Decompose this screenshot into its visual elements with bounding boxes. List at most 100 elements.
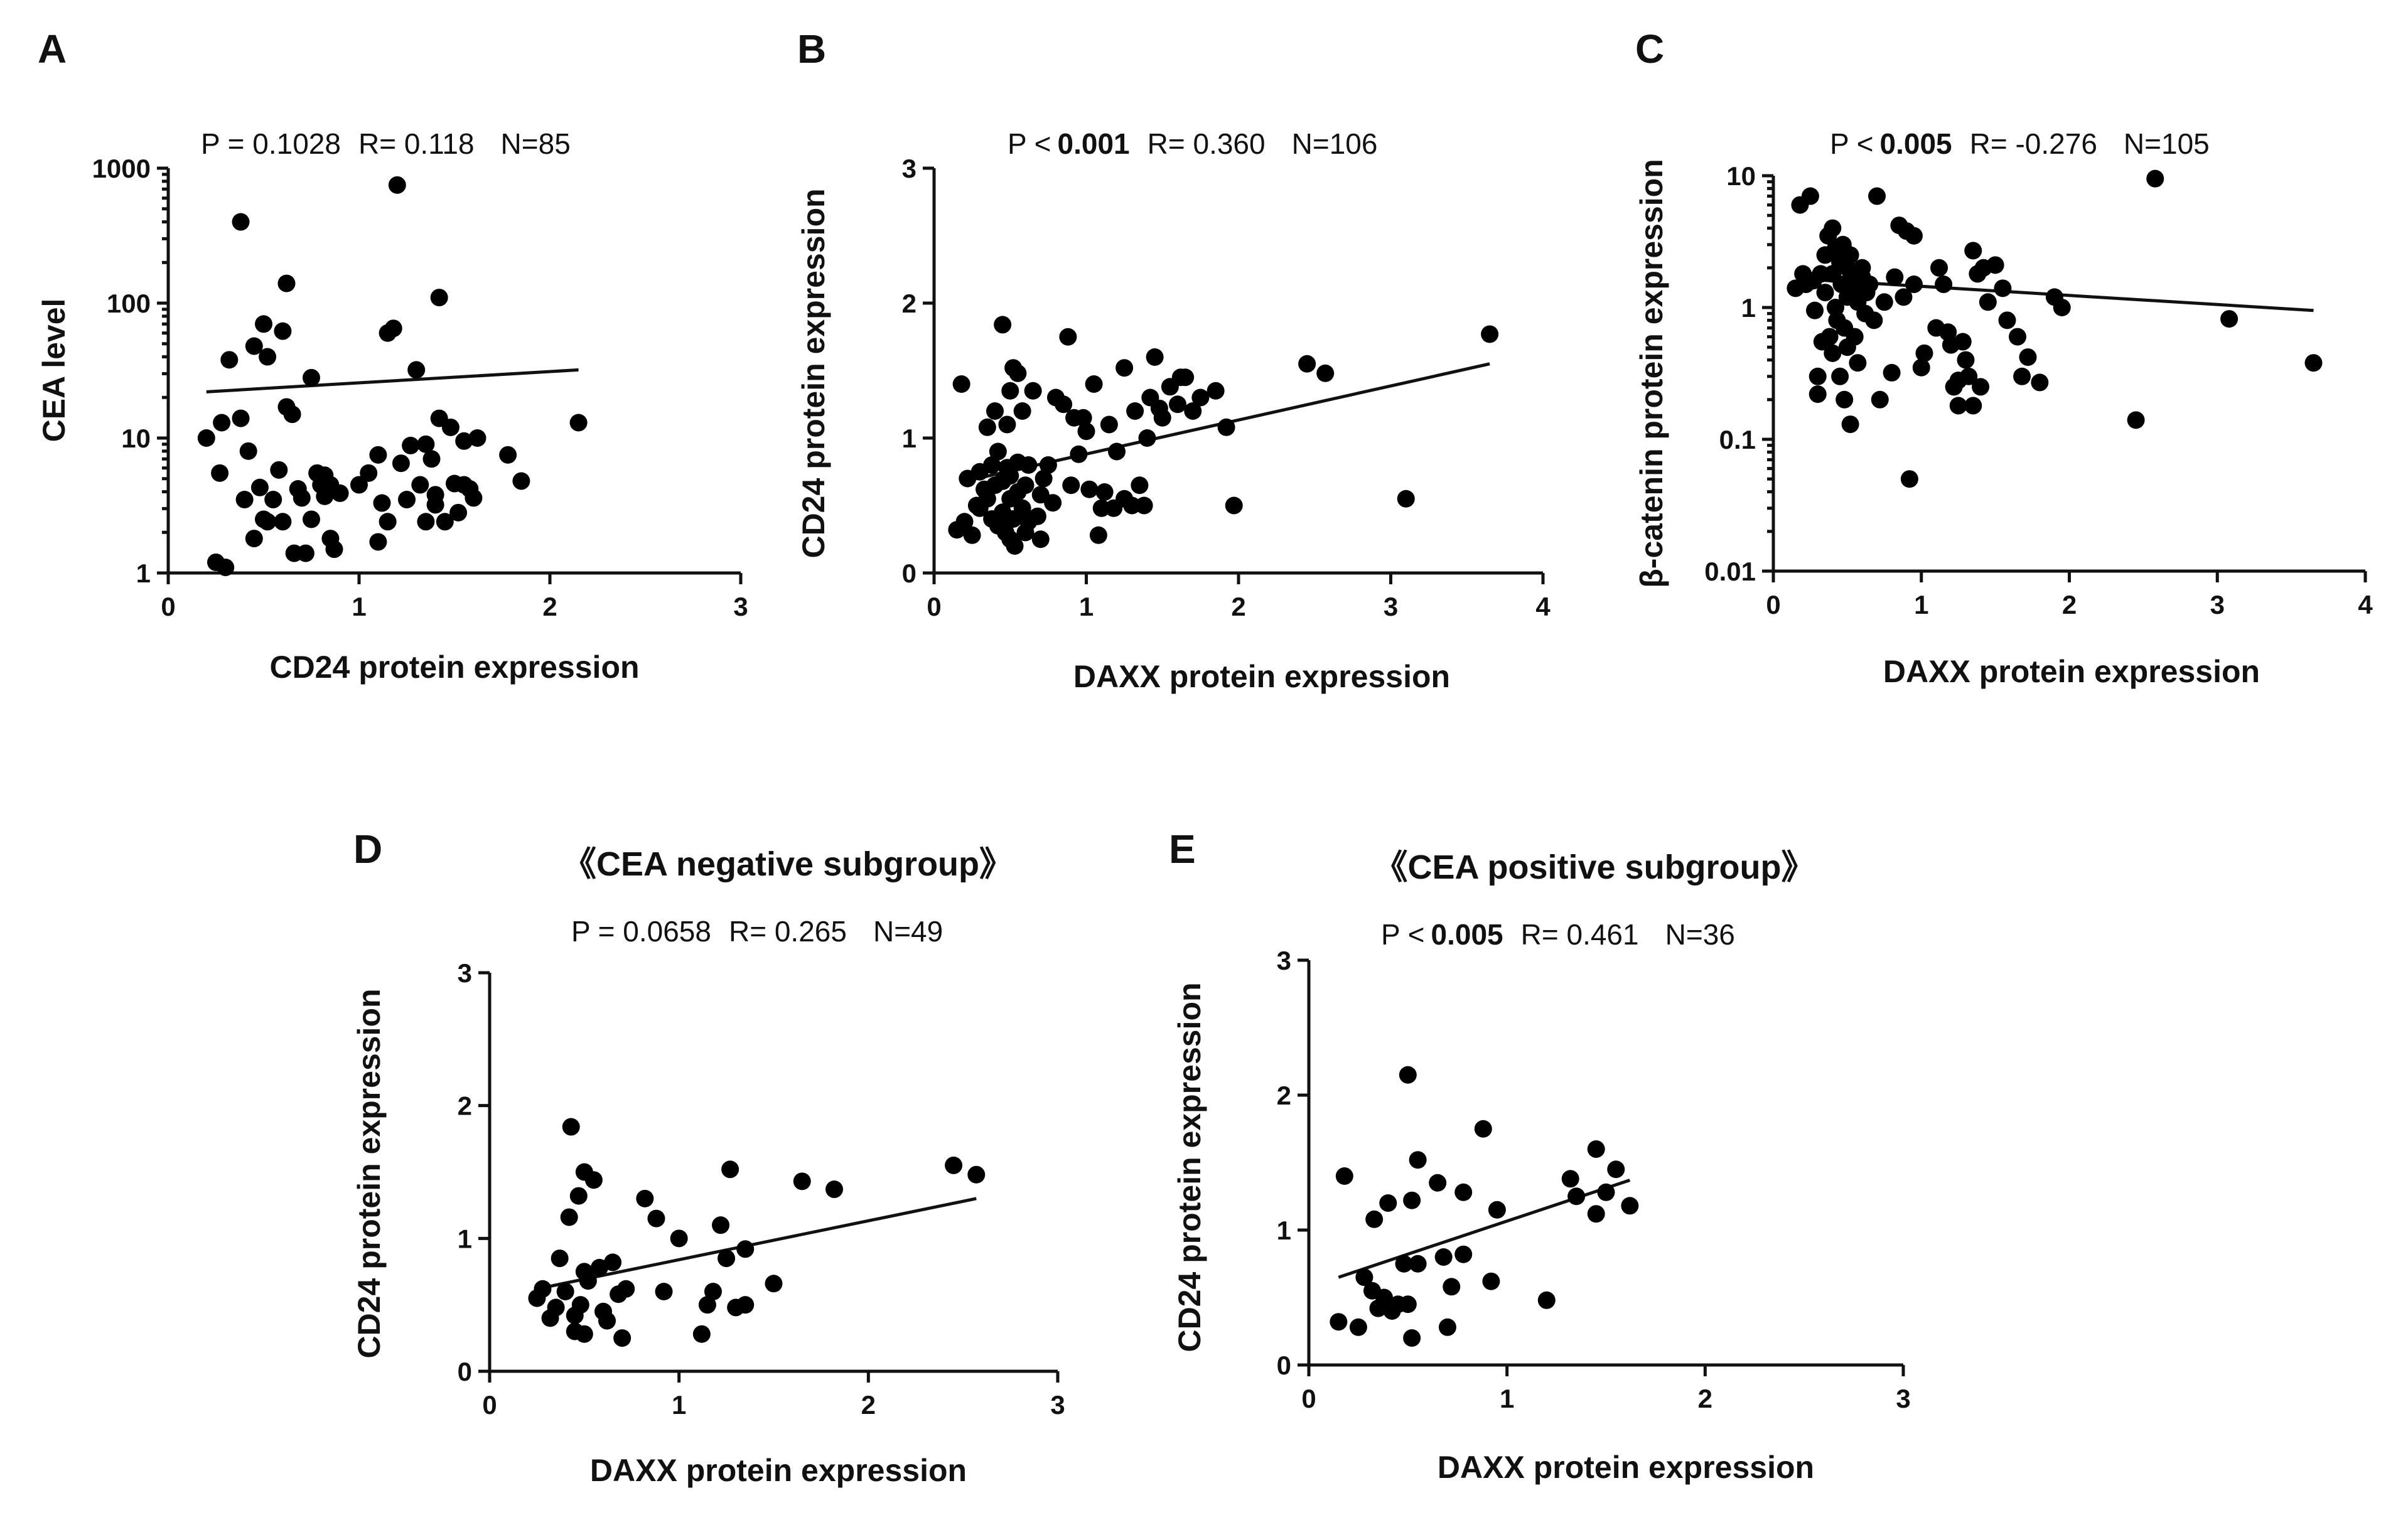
panel-b-data-point (955, 513, 974, 531)
panel-b-data-point (1207, 382, 1225, 400)
panel-a-data-point (392, 454, 410, 473)
panel-b-data-point (989, 442, 1007, 461)
panel-a-data-point (303, 510, 320, 528)
panel-b-data-point (1055, 395, 1073, 414)
panel-a-n-text: N=85 (501, 127, 571, 160)
panel-a-data-point (255, 315, 272, 333)
panel-d-x-tick-label: 2 (861, 1390, 876, 1420)
panel-d-data-point (590, 1258, 608, 1276)
panel-b-data-point (1092, 499, 1110, 517)
panel-e-data-point (1567, 1187, 1586, 1206)
panel-b-y-tick-label: 1 (902, 424, 916, 453)
panel-c-x-tick-label: 4 (2358, 590, 2373, 619)
panel-e-data-point (1607, 1160, 1625, 1179)
panel-a-data-point (422, 450, 441, 468)
panel-b-data-point (994, 316, 1012, 334)
panel-b-x-tick-label: 0 (927, 592, 941, 621)
panel-e-data-point (1375, 1288, 1393, 1307)
panel-b-data-point (1013, 402, 1031, 420)
panel-a-data-point (211, 464, 229, 482)
panel-d-data-point (560, 1208, 578, 1226)
panel-a-data-point (217, 559, 235, 577)
panel-a-data-point (426, 486, 444, 504)
panel-b-data-point (1089, 526, 1107, 544)
panel-a-data-point (293, 489, 311, 507)
panel-d-x-tick-label: 0 (482, 1390, 497, 1420)
panel-c-data-point (1841, 246, 1859, 264)
panel-d-data-point (569, 1187, 588, 1205)
panel-b-plot-area: 0 1 2 3 4 0 1 2 3 (902, 154, 1551, 621)
panel-b-y-tick-label: 0 (902, 559, 916, 588)
panel-b-data-point (978, 490, 996, 508)
panel-d-data-point (547, 1298, 565, 1317)
panel-e-data-point (1454, 1245, 1473, 1263)
panel-c-p-bold: 0.005 (1880, 127, 1952, 160)
panel-d-data-point (617, 1280, 635, 1298)
panel-c-data-point (1827, 299, 1845, 316)
panel-d-n-text: N=49 (873, 915, 943, 948)
panel-d-data-point (579, 1272, 597, 1290)
panel-a-data-point (569, 414, 588, 432)
panel-d: D 《CEA negative subgroup》 P = 0.0658 R= 0… (352, 827, 1065, 1488)
panel-a-data-point (417, 435, 435, 453)
panel-b-data-point (1135, 496, 1153, 515)
panel-b-data-point (1009, 364, 1027, 382)
panel-a-data-point (235, 491, 254, 509)
panel-b-data-point (1062, 476, 1080, 495)
panel-b-data-point (1298, 355, 1316, 373)
panel-e-subtitle: 《CEA positive subgroup》 (1373, 848, 1815, 886)
panel-a-y-tick-label: 1 (136, 559, 151, 588)
panel-d-data-point (655, 1283, 673, 1300)
panel-a-data-point (411, 476, 429, 494)
panel-b-data-point (1031, 530, 1050, 549)
panel-e-regression-line (1338, 1179, 1631, 1279)
panel-e-data-point (1434, 1248, 1453, 1266)
panel-a-x-tick-label: 0 (161, 592, 175, 621)
panel-e-y-axis-label: CD24 protein expression (1172, 982, 1207, 1352)
panel-b-data-point (1481, 325, 1499, 343)
panel-e-plot-area: 0 1 2 3 0 1 2 3 (1277, 946, 1911, 1413)
panel-e-data-point (1349, 1318, 1367, 1336)
panel-a-data-point (436, 513, 454, 531)
panel-d-data-point (613, 1329, 632, 1347)
panel-a-data-point (369, 533, 387, 551)
panel-d-data-point (575, 1325, 593, 1343)
panel-c-data-point (1861, 276, 1879, 294)
panel-c-data-point (1994, 279, 2012, 297)
panel-c-x-tick-label: 0 (1766, 590, 1780, 619)
panel-a-data-point (388, 176, 406, 194)
panel-d-data-point (534, 1280, 552, 1298)
panel-d-regression-line (536, 1197, 977, 1291)
panel-d-data-point (698, 1296, 716, 1314)
panel-d-data-point (736, 1296, 755, 1314)
panel-c-data-point (1986, 256, 2004, 274)
panel-d-data-point (945, 1156, 963, 1174)
panel-a-r-text: R= 0.118 (358, 127, 475, 160)
panel-d-data-point (551, 1250, 569, 1268)
panel-a-y-tick-label: 10 (121, 424, 151, 453)
panel-a-data-point (296, 544, 314, 562)
panel-b-data-point (1019, 456, 1038, 474)
panel-d-x-tick-label: 1 (672, 1390, 686, 1420)
panel-e-data-point (1474, 1120, 1492, 1138)
panel-b-data-point (1006, 537, 1024, 555)
panel-e-r-text: R= 0.461 (1521, 918, 1639, 951)
panel-d-data-point (704, 1283, 722, 1300)
panel-a-data-point (283, 405, 301, 424)
panel-d-y-tick-label: 0 (458, 1357, 472, 1386)
panel-b-data-point (1169, 395, 1186, 414)
panel-c-x-tick-label: 2 (2062, 590, 2077, 619)
panel-c-data-point (1806, 301, 1824, 319)
panel-d-data-point (647, 1209, 665, 1228)
panel-c-y-tick-label: 10 (1726, 161, 1756, 191)
panel-c-data-point (1964, 242, 1982, 260)
panel-e-y-tick-label: 2 (1277, 1081, 1291, 1110)
panel-c-data-point (1883, 363, 1901, 382)
panel-d-y-tick-label: 2 (458, 1091, 472, 1121)
panel-d-data-point (967, 1165, 986, 1184)
panel-c-data-point (2019, 348, 2037, 367)
panel-a-data-point (232, 213, 250, 231)
panel-c-data-point (1875, 293, 1893, 311)
panel-d-stats: P = 0.0658 R= 0.265 N=49 (571, 915, 943, 948)
panel-a-x-tick-label: 2 (542, 592, 557, 621)
